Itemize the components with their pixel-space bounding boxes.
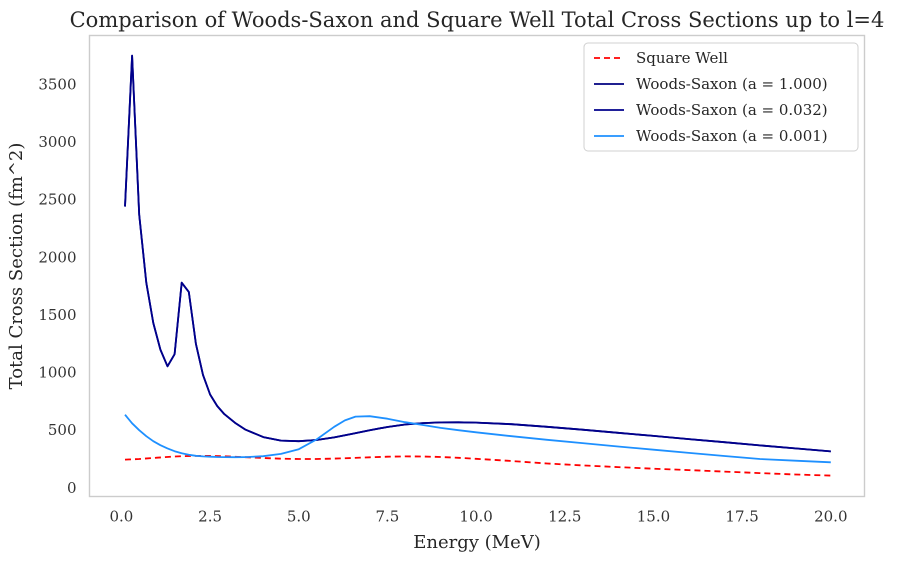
y-tick-label: 500 bbox=[48, 421, 77, 439]
y-tick-label: 3000 bbox=[38, 133, 76, 151]
x-tick-label: 2.5 bbox=[198, 508, 222, 526]
legend-label: Woods-Saxon (a = 1.000) bbox=[636, 75, 828, 93]
plot-frame bbox=[88, 34, 866, 498]
plot-area bbox=[124, 54, 831, 477]
y-axis-label: Total Cross Section (fm^2) bbox=[6, 143, 27, 390]
y-tick-label: 1500 bbox=[38, 306, 76, 324]
x-tick-label: 12.5 bbox=[548, 508, 581, 526]
x-tick-label: 15.0 bbox=[637, 508, 670, 526]
y-tick-label: 2500 bbox=[38, 191, 76, 209]
x-tick-label: 10.0 bbox=[459, 508, 492, 526]
x-tick-label: 0.0 bbox=[109, 508, 133, 526]
x-tick-label: 5.0 bbox=[287, 508, 311, 526]
y-tick-label: 3500 bbox=[38, 75, 76, 93]
y-tick-label: 1000 bbox=[38, 364, 76, 382]
y-tick-label: 2000 bbox=[38, 248, 76, 266]
chart-title: Comparison of Woods-Saxon and Square Wel… bbox=[70, 8, 885, 32]
y-axis-ticks: 0 500 1000 1500 2000 2500 3000 3500 bbox=[38, 75, 76, 496]
legend: Square Well Woods-Saxon (a = 1.000) Woods-… bbox=[583, 42, 859, 152]
x-tick-label: 17.5 bbox=[725, 508, 758, 526]
legend-label: Woods-Saxon (a = 0.001) bbox=[636, 127, 828, 145]
x-tick-label: 7.5 bbox=[376, 508, 400, 526]
y-tick-label: 0 bbox=[67, 479, 77, 497]
x-axis-label: Energy (MeV) bbox=[413, 532, 541, 553]
legend-label: Square Well bbox=[636, 49, 728, 67]
legend-box bbox=[583, 42, 859, 152]
series-line-2 bbox=[124, 54, 831, 453]
x-tick-label: 20.0 bbox=[814, 508, 847, 526]
series-line-3 bbox=[124, 414, 831, 464]
legend-label: Woods-Saxon (a = 0.032) bbox=[636, 101, 828, 119]
x-axis-ticks: 0.0 2.5 5.0 7.5 10.0 12.5 15.0 17.5 20.0 bbox=[109, 508, 847, 526]
